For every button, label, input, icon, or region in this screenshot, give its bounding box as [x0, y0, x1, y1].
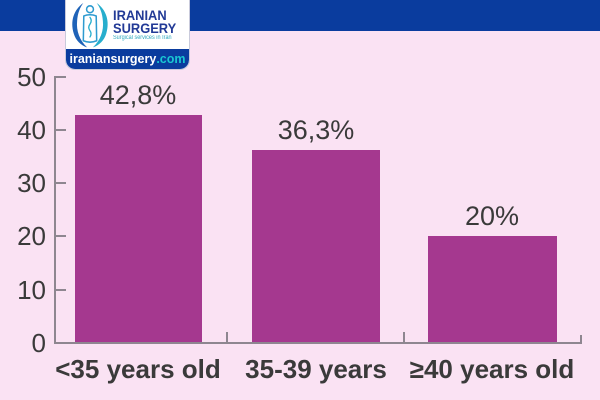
x-axis-tick-group2	[403, 332, 405, 342]
y-axis-line	[54, 76, 56, 344]
category-label-35-39: 35-39 years	[245, 354, 387, 384]
logo-domain-tld: .com	[156, 52, 186, 66]
y-axis-label-0: 0	[31, 328, 46, 358]
iranian-surgery-logo: IRANIAN SURGERY Surgical services in Ira…	[65, 0, 190, 70]
x-axis-end-tick	[580, 335, 582, 342]
logo-wordmark-line2: SURGERY	[113, 19, 177, 36]
y-axis-label-30: 30	[17, 168, 46, 198]
y-axis-label-40: 40	[17, 115, 46, 145]
bar-40-plus	[428, 236, 557, 342]
value-label-40-plus: 20%	[464, 201, 520, 231]
x-axis-tick-group1	[226, 332, 228, 342]
category-label-under-35: <35 years old	[55, 354, 221, 384]
category-label-40-plus: ≥40 years old	[409, 354, 575, 384]
logo-domain-bar: iraniansurgery .com	[66, 49, 189, 69]
y-axis-label-50: 50	[17, 62, 46, 92]
logo-tagline: Surgical services in Iran	[113, 34, 172, 41]
medical-hands-figure-icon	[72, 3, 108, 48]
y-axis-tick-10	[56, 289, 66, 291]
bar-35-39	[252, 150, 380, 342]
y-axis-label-20: 20	[17, 221, 46, 251]
value-label-under-35: 42,8%	[99, 80, 177, 110]
logo-wordmark: IRANIAN SURGERY Surgical services in Ira…	[113, 6, 182, 42]
logo-domain-name: iraniansurgery	[69, 52, 157, 66]
x-axis-line	[54, 342, 582, 344]
logo-top-area: IRANIAN SURGERY Surgical services in Ira…	[66, 0, 189, 50]
y-axis-tick-50	[56, 76, 66, 78]
y-axis-label-10: 10	[17, 275, 46, 305]
bar-under-35	[75, 115, 202, 342]
y-axis-tick-30	[56, 182, 66, 184]
y-axis-tick-20	[56, 235, 66, 237]
y-axis-tick-40	[56, 129, 66, 131]
logo-wordmark-line1: IRANIAN	[113, 6, 167, 23]
value-label-35-39: 36,3%	[277, 115, 355, 145]
